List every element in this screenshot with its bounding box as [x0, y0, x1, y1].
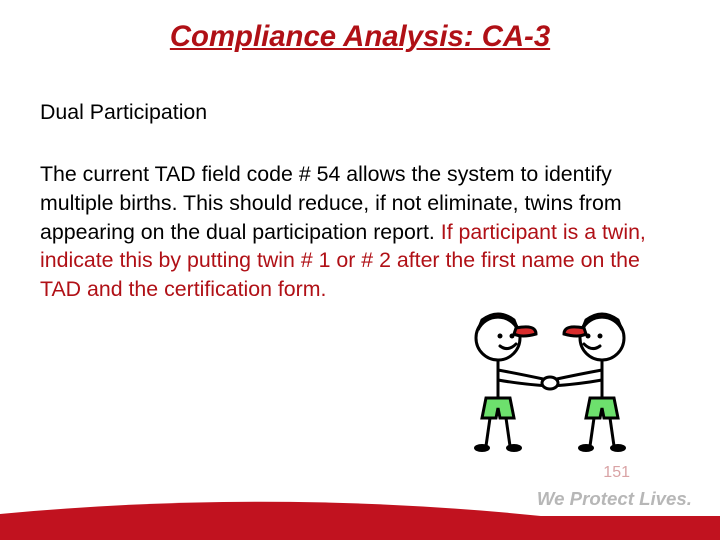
slide-title: Compliance Analysis: CA-3 [0, 20, 720, 54]
twin-right [552, 314, 626, 452]
slide-subtitle: Dual Participation [40, 100, 207, 125]
body-paragraph: The current TAD field code # 54 allows t… [40, 160, 680, 304]
twin-left [474, 314, 548, 452]
twins-clipart [440, 290, 660, 460]
footer-curve [0, 486, 720, 540]
slide: Compliance Analysis: CA-3 Dual Participa… [0, 0, 720, 540]
page-number: 151 [603, 464, 630, 482]
shorts-right [586, 398, 618, 418]
shorts-left [482, 398, 514, 418]
handshake-icon [542, 377, 558, 389]
footer-band [0, 486, 720, 540]
twins-svg [440, 290, 660, 460]
